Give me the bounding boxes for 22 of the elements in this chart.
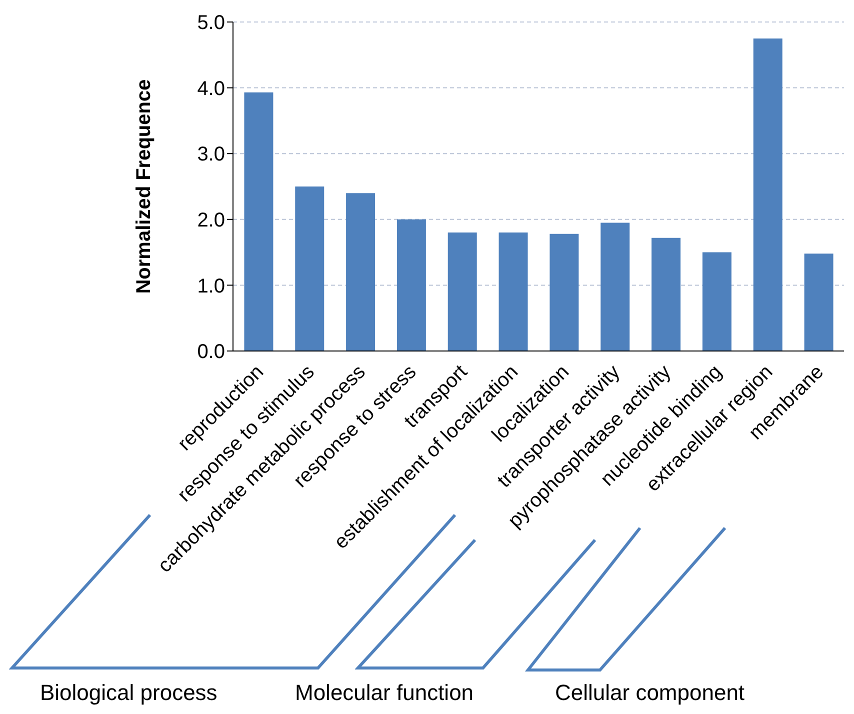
y-tick-label: 1.0 [197,275,225,298]
bar [448,232,477,351]
bar [244,92,274,351]
y-tick-label: 0.0 [197,341,225,364]
bar [550,234,579,351]
y-tick-label: 3.0 [197,144,225,166]
text: Molecular function [295,680,474,706]
text: Cellular component [555,680,745,706]
y-tick-label: 5.0 [197,12,225,34]
text: Biological process [40,680,218,706]
bar [702,252,732,351]
bar [753,38,782,351]
bar [396,219,426,351]
bar [498,232,528,351]
bar [295,186,324,351]
y-tick-label: 2.0 [197,210,225,232]
y-tick-label: 4.0 [197,78,225,100]
bar [652,238,681,351]
y-axis-title: Normalized Frequence [133,79,156,294]
bar [346,193,376,351]
bar [600,222,630,351]
bar [804,254,834,351]
